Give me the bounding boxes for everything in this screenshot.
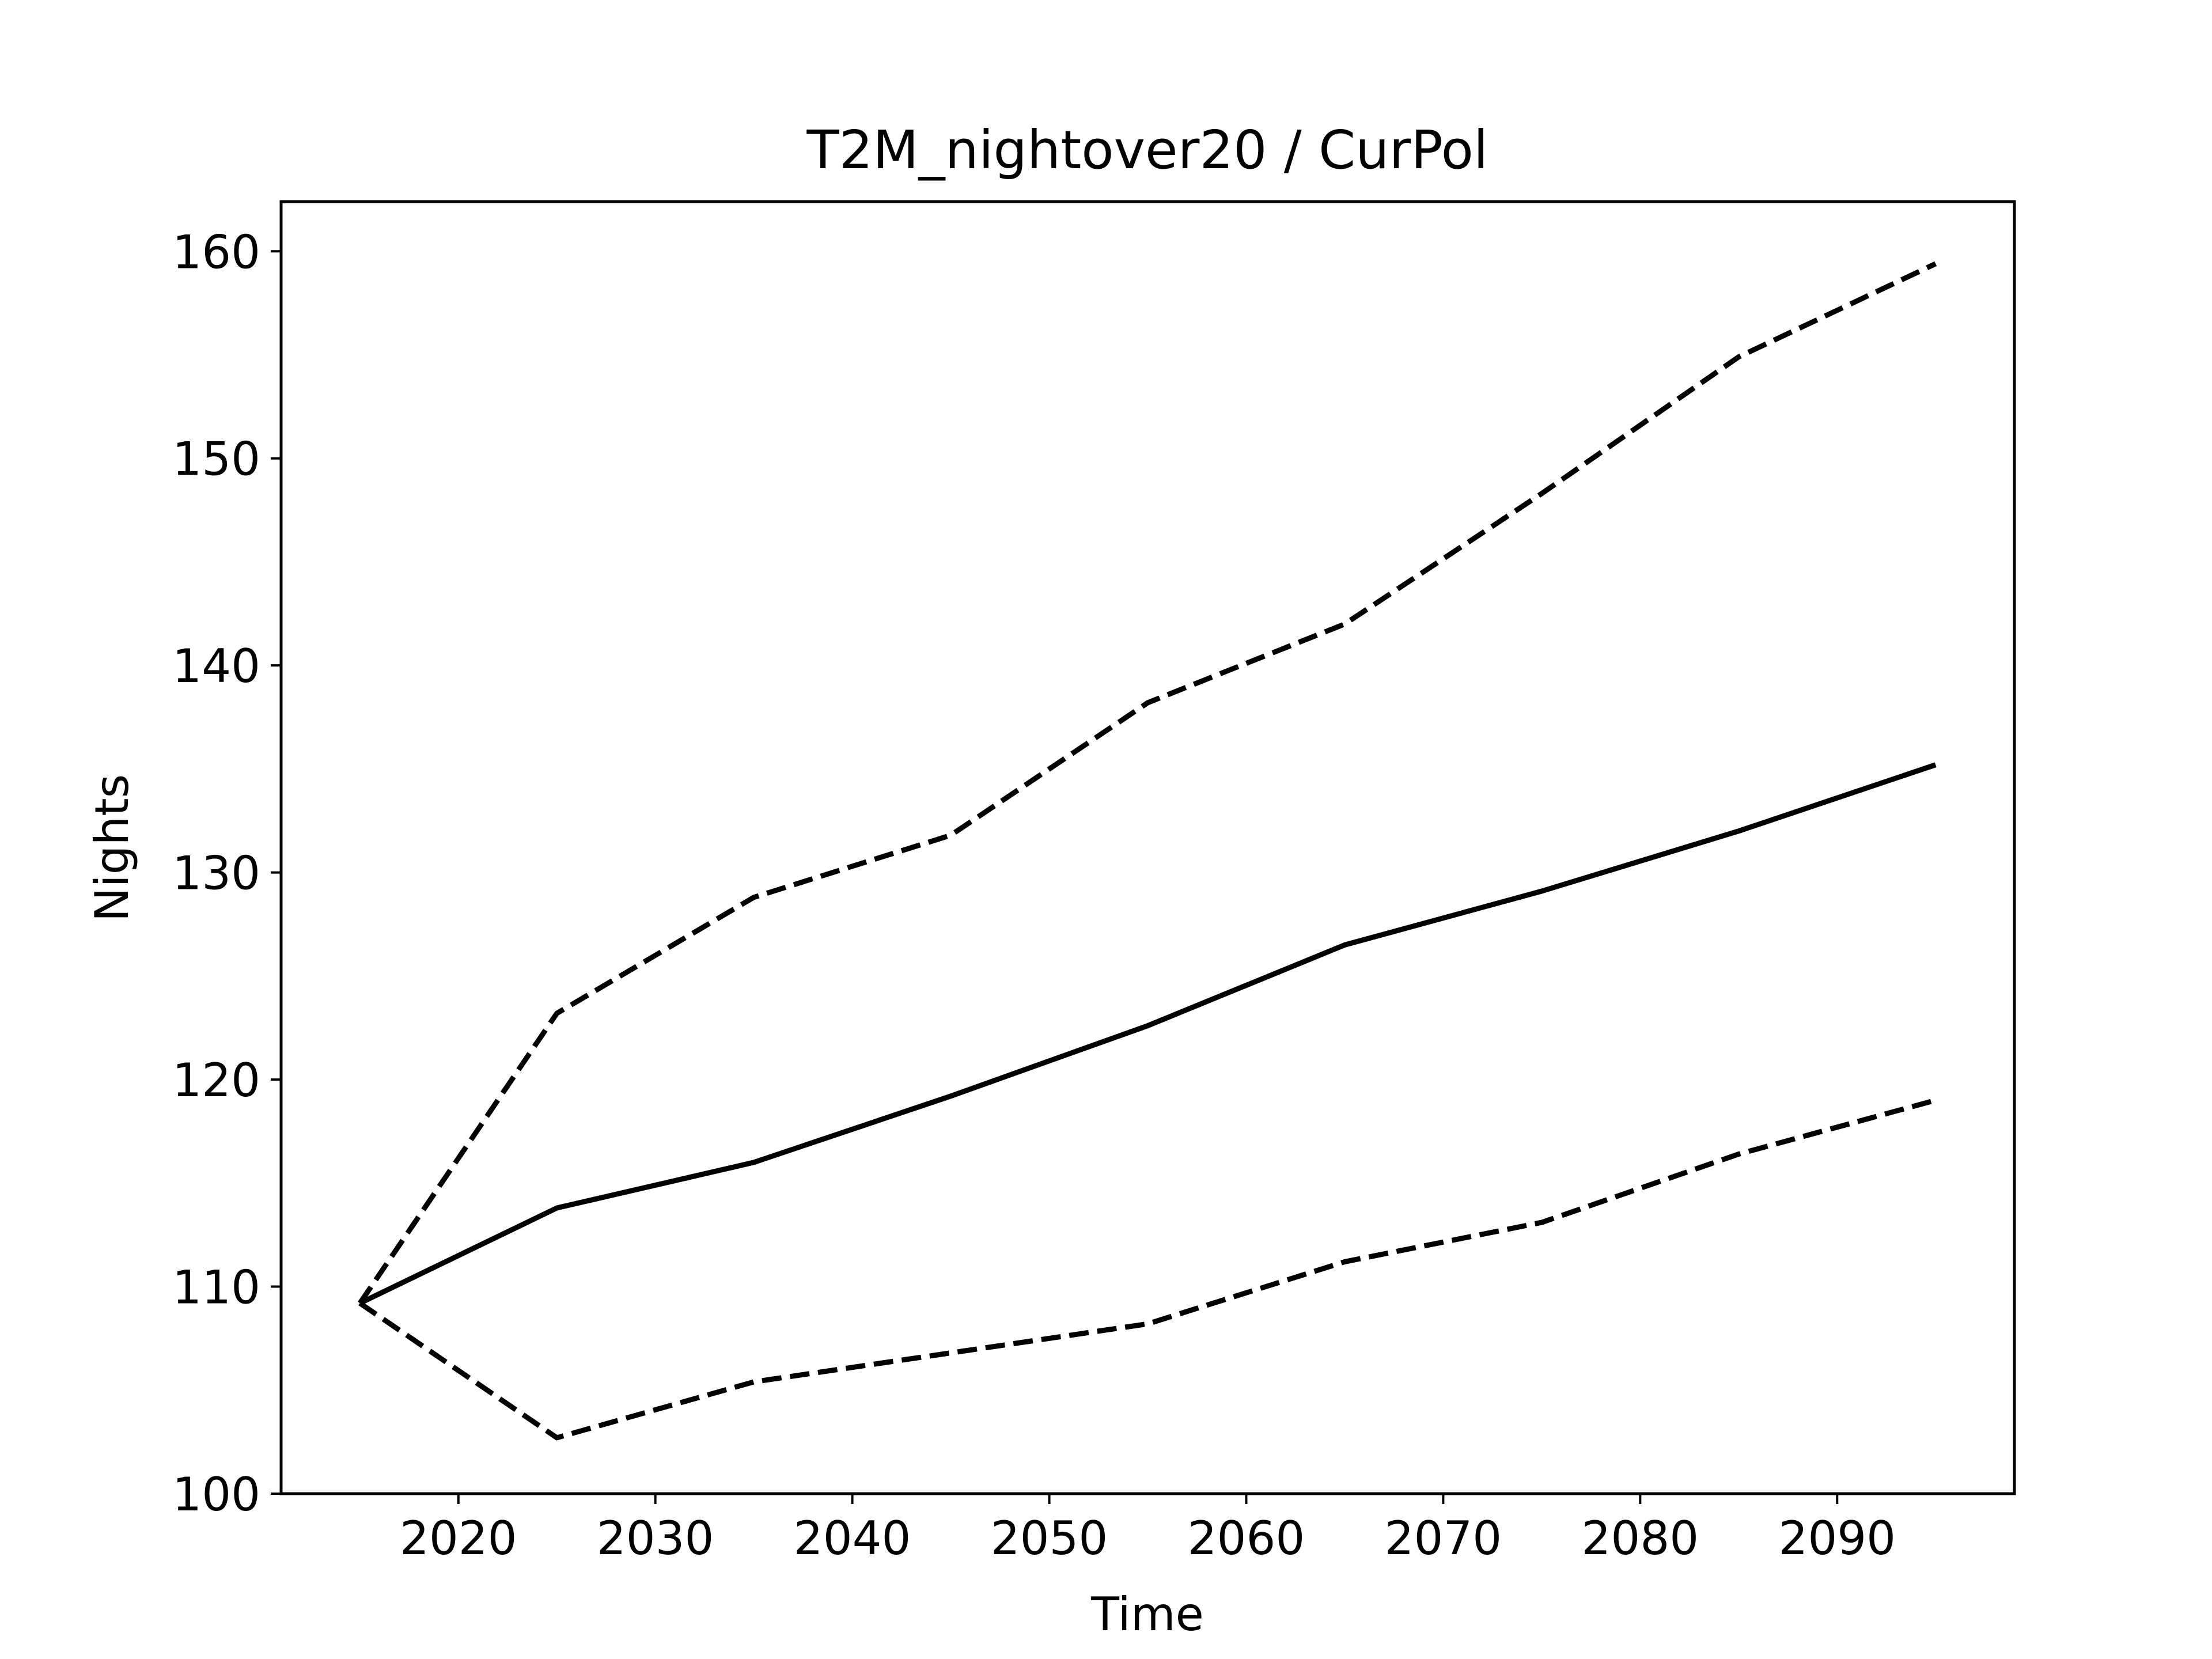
y-axis-label: Nights <box>85 774 139 922</box>
y-tick-label: 150 <box>172 433 260 486</box>
plot-area <box>358 261 1937 1441</box>
y-tick-label: 120 <box>172 1054 260 1107</box>
series-line-2 <box>358 261 1937 1305</box>
y-tick-label: 140 <box>172 639 260 693</box>
x-tick-label: 2070 <box>1385 1512 1502 1565</box>
y-tick-label: 160 <box>172 225 260 279</box>
series-line-3 <box>358 1097 1937 1441</box>
x-tick-label: 2050 <box>991 1512 1108 1565</box>
y-tick-label: 110 <box>172 1261 260 1315</box>
y-tick-label: 130 <box>172 847 260 900</box>
plot-frame <box>279 200 2016 1495</box>
series-line-1 <box>358 762 1937 1306</box>
y-tick-label: 100 <box>172 1468 260 1521</box>
chart-title: T2M_nightover20 / CurPol <box>806 119 1488 181</box>
x-tick-label: 2090 <box>1778 1512 1896 1565</box>
x-tick-label: 2020 <box>400 1512 517 1565</box>
x-axis-label: Time <box>1090 1588 1204 1641</box>
x-tick-label: 2060 <box>1188 1512 1305 1565</box>
x-tick-label: 2030 <box>597 1512 714 1565</box>
x-tick-label: 2080 <box>1582 1512 1699 1565</box>
x-axis-ticks: 2020 2030 2040 2050 2060 2070 2080 2090 <box>400 1494 1896 1565</box>
x-tick-label: 2040 <box>794 1512 911 1565</box>
y-axis-ticks: 100 110 120 130 140 150 160 <box>172 225 281 1521</box>
